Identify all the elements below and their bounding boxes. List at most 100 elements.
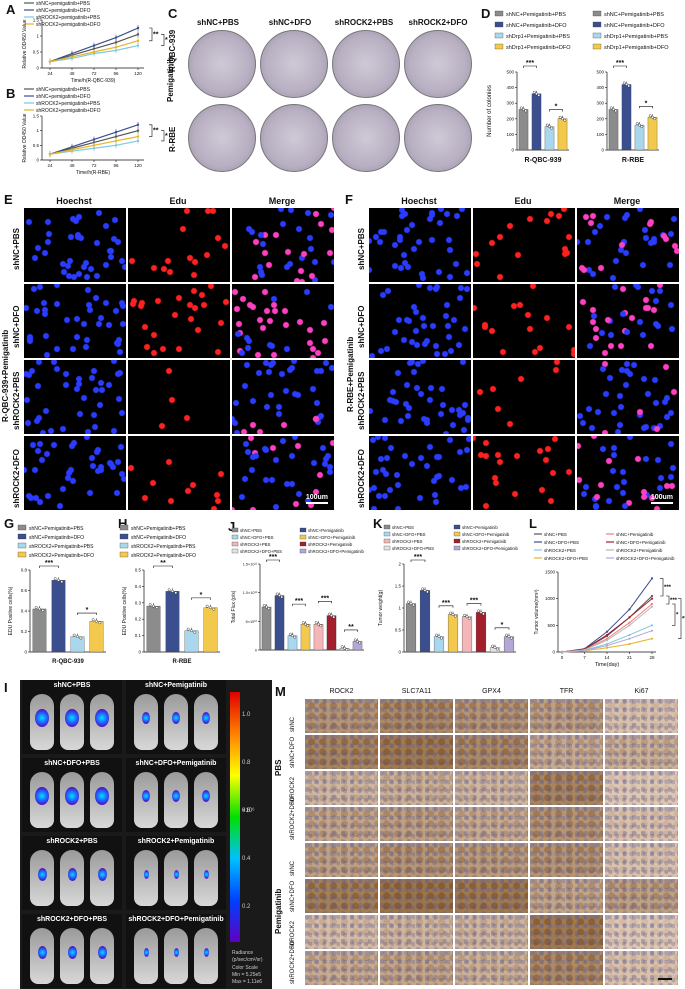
data-dot: [468, 616, 471, 620]
signal-spot: [95, 709, 109, 727]
legend-swatch: [231, 548, 239, 554]
data-dot: [57, 578, 60, 582]
sig-bracket: [639, 106, 653, 109]
legend-swatch: [17, 524, 27, 531]
data-dot: [291, 634, 294, 638]
data-point: [92, 44, 96, 47]
c-row-2: R-RBE: [168, 126, 177, 152]
signal-spot: [37, 945, 47, 959]
legend-label: shNC+Pemigatinib+DFO: [604, 23, 665, 29]
chart-d-svg: shNC+Pemigatinib+PBS shNC+Pemigatinib+DFO…: [487, 10, 669, 164]
y-tick-label: 0.8: [21, 568, 28, 573]
micrograph: [577, 360, 679, 434]
mouse-group-label: shROCK2+Pemigatinib: [137, 838, 215, 845]
data-point: [48, 152, 52, 156]
signal-spot: [65, 787, 79, 805]
data-point: [48, 60, 52, 63]
panel-label-a: A: [6, 2, 16, 17]
data-dot: [550, 126, 554, 130]
sig-bracket: [149, 27, 153, 42]
data-dot: [262, 604, 266, 607]
y-tick-label: 1500: [545, 570, 556, 575]
mouse-silhouette: [194, 694, 218, 750]
y-tick-label: 200: [596, 116, 604, 121]
c-col-1: shNC+PBS: [196, 18, 239, 27]
data-dot: [288, 632, 292, 636]
legend-label: shNC+DFO+Pemigatinib: [308, 535, 356, 540]
data-dot: [205, 604, 209, 608]
panel-m: ROCK2 SLC7A11 GPX4 TFR Ki67 PBS Pemigatinib …: [272, 684, 685, 989]
dish-r2c4: [404, 104, 472, 172]
legend-label: shNC+Pemigatinib: [616, 532, 654, 537]
ihc-row-head: shROCK2+DFO: [290, 940, 296, 984]
mouse-group-label: shNC+PBS: [53, 682, 91, 689]
bar: [313, 624, 324, 651]
legend-label: shROCK2+Pemigatinib+DFO: [131, 553, 196, 559]
data-dot: [314, 621, 318, 625]
mouse-silhouette: [90, 850, 114, 906]
data-dot: [275, 592, 279, 596]
panel-label-l: L: [529, 516, 537, 531]
y-axis-label: EDU Positive cells(%): [8, 586, 14, 635]
e-side: R-QBC-939+Pemigatinib: [1, 329, 10, 422]
sig-label: ***: [45, 560, 53, 567]
signal-spot: [202, 712, 210, 724]
signal-spot: [97, 867, 107, 881]
sig-label: ***: [682, 617, 685, 623]
sig-label: *: [86, 607, 89, 614]
legend-swatch: [383, 545, 391, 551]
bar: [261, 606, 272, 651]
data-dot: [648, 114, 652, 118]
y-tick-label: 1.5: [395, 584, 402, 589]
data-point: [136, 129, 140, 132]
legend-label: shNC+DFO+PBS: [392, 532, 426, 537]
m-group-pbs: PBS: [274, 759, 283, 776]
y-tick-label: 500: [547, 623, 555, 628]
data-dot: [152, 604, 155, 608]
mouse-silhouette: [164, 772, 188, 828]
ihc-tile: [379, 698, 454, 734]
ihc-tile: [304, 842, 379, 878]
chart-a-svg: shNC+pemigatinib+PBSshNC+pemigatinib+DFO…: [22, 1, 168, 84]
legend-label: shROCK2+DFO+PBS: [240, 549, 282, 554]
signal-spot: [173, 947, 179, 957]
ihc-tile: [529, 914, 604, 950]
data-point: [605, 633, 609, 637]
signal-spot: [173, 869, 179, 879]
dish-r2c1: [188, 104, 256, 172]
dish-r1c2: [260, 30, 328, 98]
signal-spot: [172, 712, 180, 724]
legend-swatch: [494, 10, 504, 17]
data-point: [92, 50, 96, 54]
data-dot: [190, 629, 193, 633]
ihc-tile: [604, 734, 679, 770]
data-point: [628, 616, 631, 619]
data-dot: [91, 618, 95, 622]
y-tick-label: 1: [36, 128, 39, 133]
data-dot: [558, 115, 562, 119]
signal-spot: [65, 709, 79, 727]
data-dot: [98, 621, 102, 625]
f-col-1: Hoechst: [401, 196, 437, 206]
y-tick-label: 1000: [545, 596, 556, 601]
data-dot: [651, 115, 654, 119]
y-tick-label: 5×10¹⁰: [246, 620, 258, 624]
ihc-tile: [454, 950, 529, 986]
ihc-tile: [379, 878, 454, 914]
ihc-tile: [379, 950, 454, 986]
sig-bracket: [523, 65, 537, 68]
data-dot: [421, 587, 424, 591]
data-dot: [496, 647, 499, 651]
x-tick-label: 72: [91, 71, 97, 76]
sig-bracket: [678, 598, 682, 639]
sig-label: ***: [470, 598, 478, 605]
data-dot: [482, 612, 485, 616]
data-dot: [343, 646, 346, 650]
data-dot: [412, 603, 415, 607]
legend-swatch: [17, 551, 27, 558]
y-axis-label: Number of colonies: [487, 85, 493, 137]
data-dot: [477, 609, 480, 613]
legend-label: shROCK2+DFO+Pemigatinib: [308, 549, 364, 554]
mouse-group-label: shROCK2+DFO+PBS: [36, 916, 108, 923]
micrograph: [128, 436, 230, 510]
